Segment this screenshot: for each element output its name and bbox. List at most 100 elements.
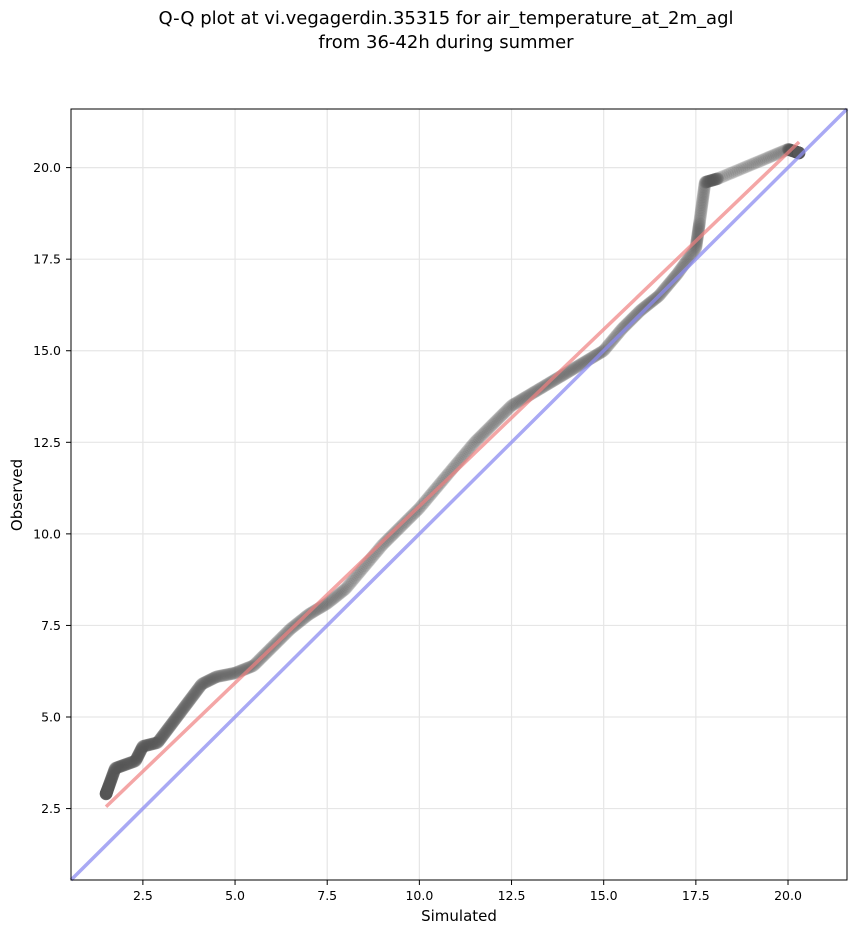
data-point — [124, 756, 138, 769]
data-point — [733, 163, 747, 176]
data-point — [696, 190, 710, 204]
data-point — [104, 773, 118, 786]
data-point — [208, 671, 221, 685]
data-point — [323, 595, 336, 608]
data-point — [632, 306, 645, 319]
data-point — [102, 780, 115, 794]
data-point — [106, 769, 119, 783]
data-point — [126, 755, 140, 769]
data-point — [486, 417, 500, 431]
data-point — [780, 143, 794, 156]
data-point — [101, 782, 115, 796]
data-point — [509, 397, 522, 410]
data-point — [137, 739, 151, 753]
data-point — [330, 589, 344, 602]
data-point — [122, 756, 136, 770]
data-point — [322, 596, 335, 609]
data-point — [153, 733, 166, 747]
data-point — [667, 271, 681, 285]
data-point — [106, 767, 120, 781]
data-point — [709, 172, 723, 186]
data-point — [620, 317, 634, 331]
data-point — [571, 359, 585, 373]
data-point — [113, 760, 127, 773]
data-point — [114, 760, 127, 773]
data-point — [590, 348, 603, 362]
data-point — [141, 738, 154, 752]
data-point — [395, 519, 409, 532]
data-point — [614, 324, 627, 337]
data-point — [491, 412, 505, 426]
data-point — [328, 591, 341, 604]
chart-title-line-1: Q-Q plot at vi.vegagerdin.35315 for air_… — [159, 8, 734, 29]
data-point — [132, 747, 146, 761]
data-point — [106, 768, 120, 781]
data-point — [192, 681, 206, 695]
data-point — [692, 218, 706, 232]
data-point — [514, 394, 527, 407]
data-point — [472, 431, 486, 445]
data-point — [202, 674, 215, 688]
data-point — [157, 728, 171, 741]
data-point — [725, 166, 739, 180]
data-point — [465, 440, 478, 453]
data-point — [545, 375, 559, 388]
data-point — [230, 666, 244, 679]
data-point — [666, 272, 680, 286]
data-point — [746, 157, 760, 171]
data-point — [99, 787, 113, 800]
data-point — [110, 761, 124, 775]
x-tick-label: 17.5 — [682, 888, 710, 903]
data-point — [101, 782, 115, 795]
data-point — [100, 786, 113, 800]
data-point — [670, 268, 684, 281]
data-point — [481, 422, 495, 436]
data-point — [771, 147, 785, 160]
data-point — [669, 269, 683, 282]
data-point — [106, 768, 120, 782]
data-point — [213, 669, 227, 683]
x-tick-label: 20.0 — [774, 888, 802, 903]
data-point — [463, 441, 477, 455]
data-point — [147, 737, 160, 750]
x-axis-label: Simulated — [421, 907, 497, 925]
data-point — [380, 534, 393, 548]
data-point — [569, 361, 583, 374]
data-point — [104, 775, 117, 788]
data-point — [698, 175, 712, 189]
data-point — [763, 150, 776, 164]
data-point — [130, 752, 143, 766]
data-point — [506, 398, 520, 412]
data-point — [103, 776, 117, 790]
data-point — [218, 668, 231, 682]
data-point — [769, 147, 783, 161]
data-point — [125, 755, 139, 769]
data-point — [161, 722, 175, 736]
data-point — [706, 173, 719, 187]
data-point — [699, 175, 713, 189]
data-point — [391, 523, 405, 536]
data-point — [181, 696, 194, 710]
data-point — [106, 768, 120, 782]
data-point — [704, 174, 717, 188]
data-point — [485, 419, 498, 432]
data-point — [178, 700, 191, 714]
data-point — [126, 755, 139, 769]
data-point — [786, 144, 800, 158]
x-tick-label: 5.0 — [225, 888, 245, 903]
data-point — [530, 384, 543, 398]
data-point — [618, 319, 632, 333]
data-point — [194, 678, 208, 692]
data-point — [200, 675, 214, 688]
data-point — [140, 738, 154, 752]
data-point — [692, 220, 706, 234]
data-point — [222, 667, 236, 681]
data-point — [127, 755, 141, 768]
data-point — [150, 736, 163, 750]
data-point — [134, 744, 147, 758]
data-point — [711, 172, 725, 185]
data-point — [193, 680, 207, 693]
data-point — [379, 535, 392, 549]
data-point — [696, 188, 710, 202]
data-point — [129, 753, 143, 767]
